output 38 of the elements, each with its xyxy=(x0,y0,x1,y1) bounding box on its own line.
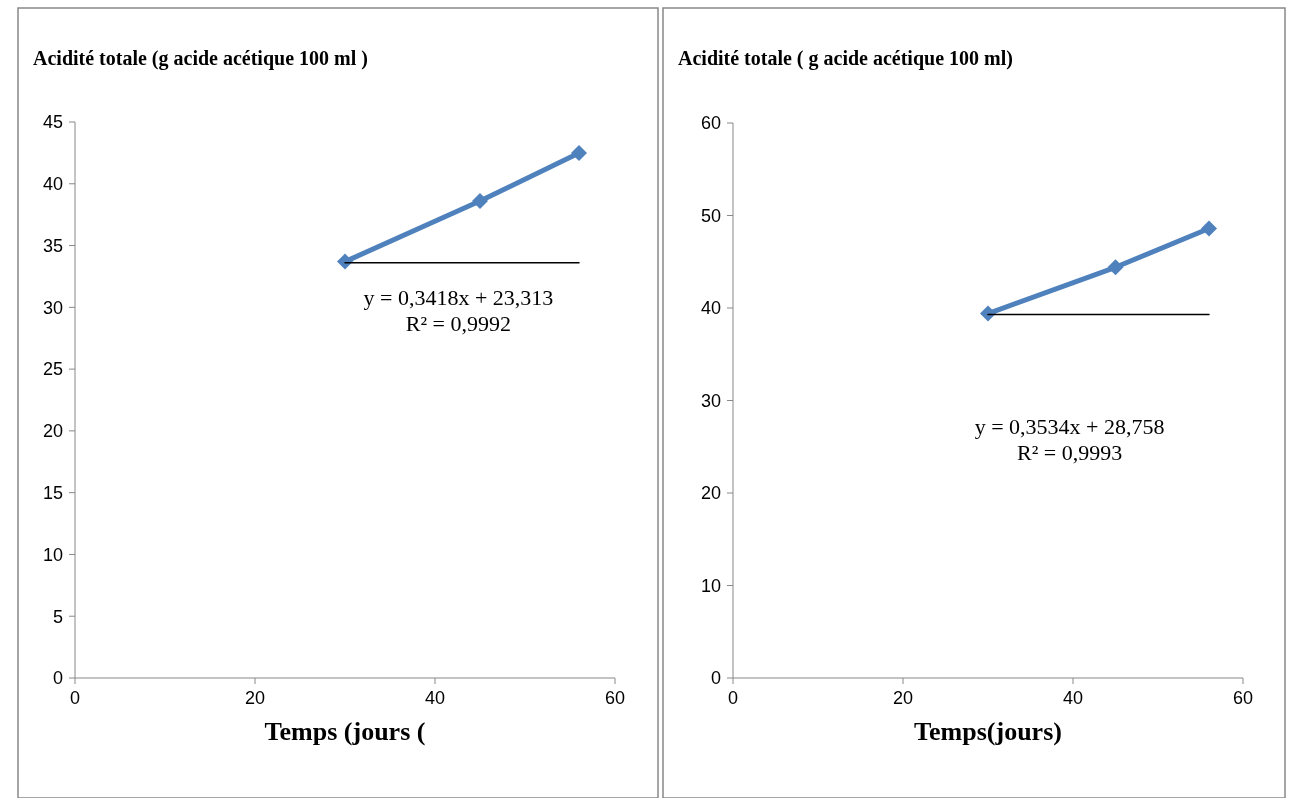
y-tick-label: 30 xyxy=(700,390,721,411)
point xyxy=(1107,259,1124,276)
annotation: y = 0,3534x + 28,758 xyxy=(974,413,1165,439)
point xyxy=(1201,220,1217,237)
annotation: R² = 0,9992 xyxy=(405,311,511,337)
point xyxy=(472,193,488,210)
y-tick-label: 20 xyxy=(42,421,63,442)
annotation: R² = 0,9993 xyxy=(1017,439,1123,465)
x-axis-title: Temps (jours ( xyxy=(264,717,426,746)
y-tick-label: 0 xyxy=(710,668,721,689)
x-tick-label: 0 xyxy=(727,688,739,708)
x-tick-label: 40 xyxy=(1062,688,1084,708)
x-tick-label: 20 xyxy=(892,688,914,708)
point xyxy=(980,305,996,322)
x-axis-title: Temps(jours) xyxy=(914,717,1062,746)
x-tick-label: 60 xyxy=(604,688,626,708)
annotation: y = 0,3418x + 23,313 xyxy=(363,285,554,311)
y-tick-label: 10 xyxy=(700,575,721,596)
x-tick-label: 0 xyxy=(69,688,81,708)
y-tick-label: 25 xyxy=(42,359,63,380)
y-tick-label: 40 xyxy=(700,298,721,319)
y-tick-label: 60 xyxy=(700,113,721,134)
x-tick-label: 60 xyxy=(1232,688,1254,708)
y-tick-label: 45 xyxy=(42,112,63,133)
y-tick-label: 0 xyxy=(52,668,63,689)
y-tick-label: 5 xyxy=(52,606,63,627)
y-tick-label: 35 xyxy=(42,235,63,256)
x-tick-label: 40 xyxy=(424,688,446,708)
chart-title: Acidité totale (g acide acétique 100 ml ) xyxy=(33,47,368,70)
x-tick-label: 20 xyxy=(244,688,266,708)
y-tick-label: 50 xyxy=(700,205,721,226)
point xyxy=(571,144,587,161)
y-tick-label: 40 xyxy=(42,174,63,195)
y-tick-label: 10 xyxy=(42,544,63,565)
y-tick-label: 20 xyxy=(700,483,721,504)
y-tick-label: 30 xyxy=(42,297,63,318)
chart-title: Acidité totale ( g acide acétique 100 ml) xyxy=(678,47,1013,70)
y-tick-label: 15 xyxy=(42,482,63,503)
